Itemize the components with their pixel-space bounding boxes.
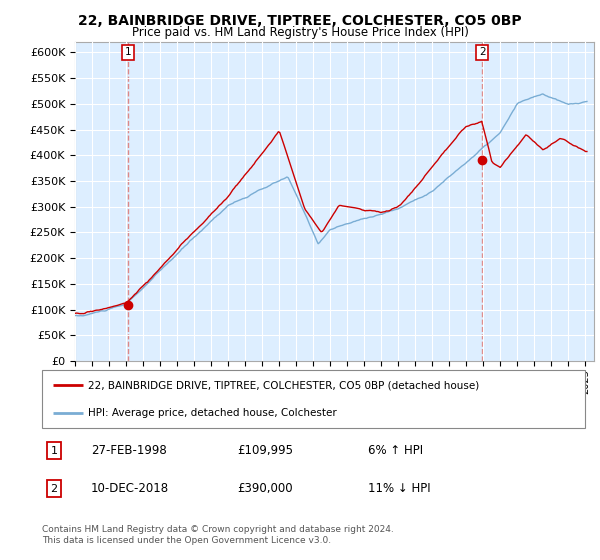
Text: 27-FEB-1998: 27-FEB-1998 — [91, 444, 167, 457]
Text: 22, BAINBRIDGE DRIVE, TIPTREE, COLCHESTER, CO5 0BP: 22, BAINBRIDGE DRIVE, TIPTREE, COLCHESTE… — [78, 14, 522, 28]
Text: 6% ↑ HPI: 6% ↑ HPI — [368, 444, 423, 457]
Text: Price paid vs. HM Land Registry's House Price Index (HPI): Price paid vs. HM Land Registry's House … — [131, 26, 469, 39]
Text: Contains HM Land Registry data © Crown copyright and database right 2024.
This d: Contains HM Land Registry data © Crown c… — [42, 525, 394, 545]
Text: £390,000: £390,000 — [238, 482, 293, 495]
Text: 11% ↓ HPI: 11% ↓ HPI — [368, 482, 430, 495]
Text: HPI: Average price, detached house, Colchester: HPI: Average price, detached house, Colc… — [88, 408, 337, 418]
Text: 10-DEC-2018: 10-DEC-2018 — [91, 482, 169, 495]
Text: £109,995: £109,995 — [238, 444, 293, 457]
FancyBboxPatch shape — [42, 370, 585, 428]
Text: 2: 2 — [479, 47, 486, 57]
Text: 1: 1 — [125, 47, 131, 57]
Text: 2: 2 — [50, 484, 58, 493]
Text: 1: 1 — [50, 446, 58, 455]
Text: 22, BAINBRIDGE DRIVE, TIPTREE, COLCHESTER, CO5 0BP (detached house): 22, BAINBRIDGE DRIVE, TIPTREE, COLCHESTE… — [88, 380, 479, 390]
